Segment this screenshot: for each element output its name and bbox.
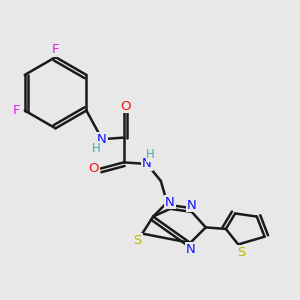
Text: S: S [134, 234, 142, 247]
Text: F: F [52, 43, 59, 56]
Text: N: N [185, 243, 195, 256]
Text: N: N [97, 133, 107, 146]
Text: O: O [88, 162, 99, 175]
Text: N: N [165, 196, 175, 208]
Text: N: N [187, 199, 197, 212]
Text: H: H [92, 142, 101, 155]
Text: S: S [237, 246, 245, 259]
Text: F: F [12, 104, 20, 117]
Text: O: O [120, 100, 130, 112]
Text: H: H [146, 148, 155, 161]
Text: N: N [142, 158, 152, 170]
